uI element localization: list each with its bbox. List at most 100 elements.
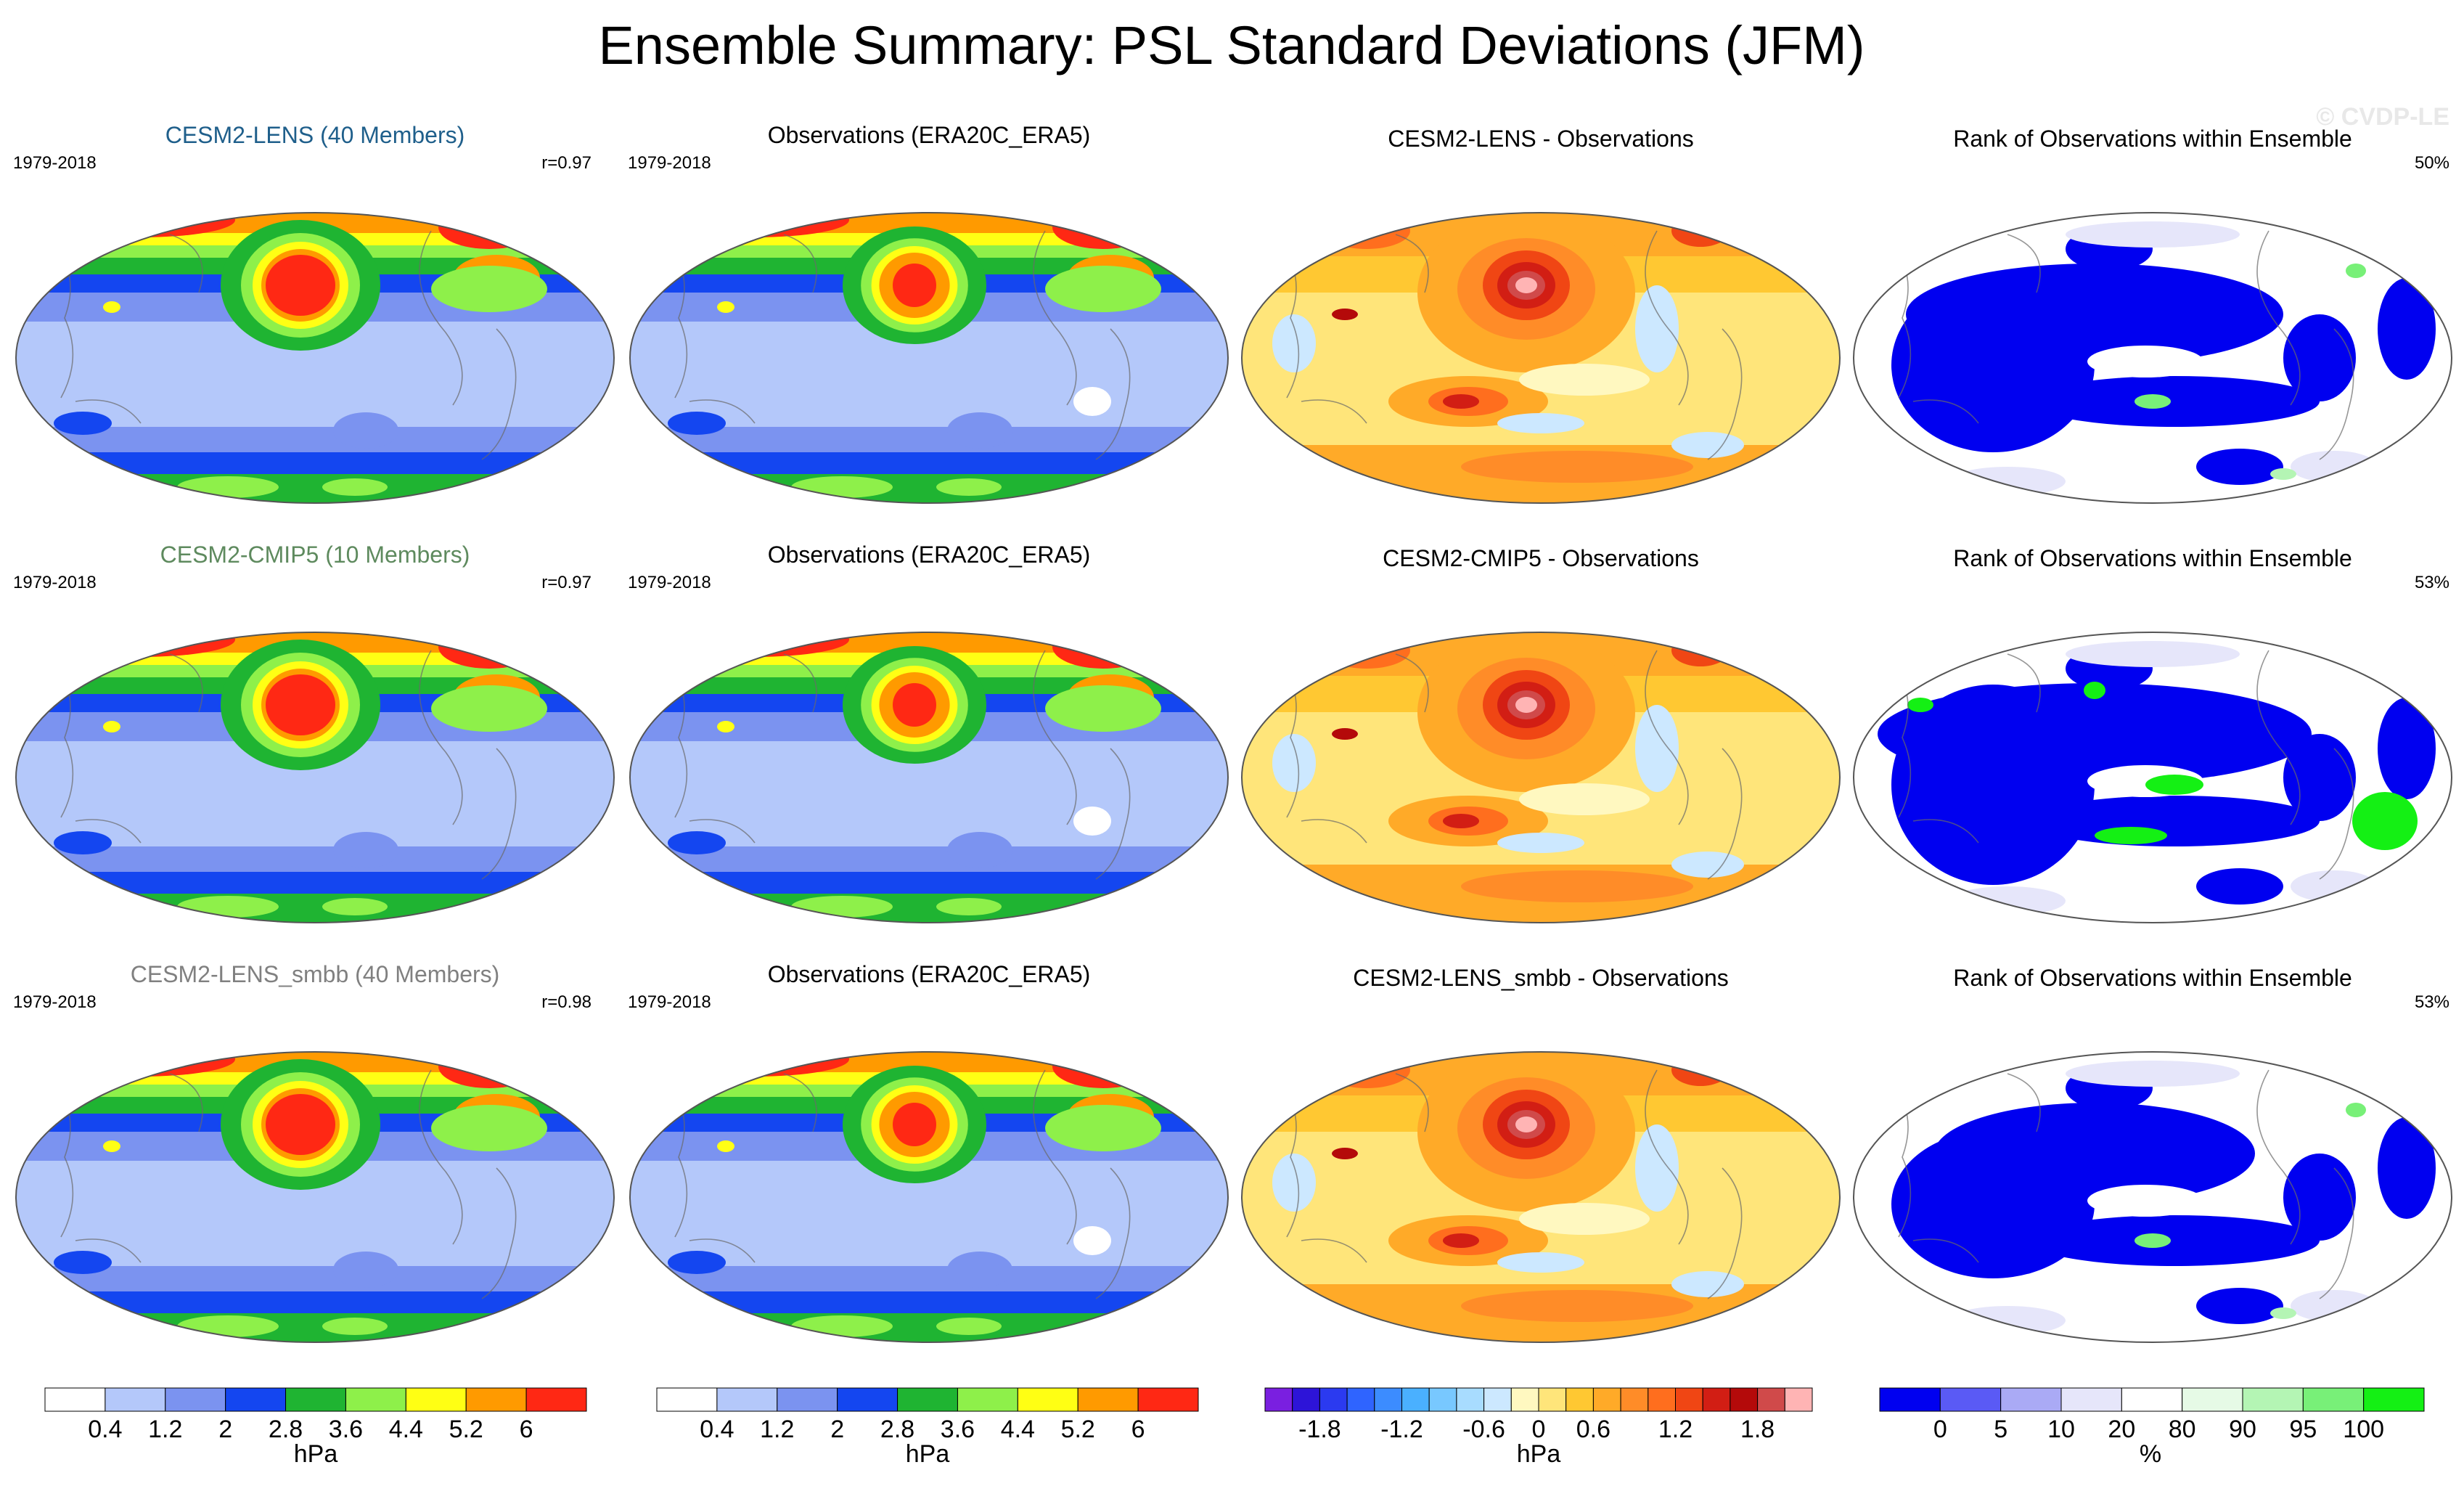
difference-title: CESM2-LENS_smbb - Observations — [1353, 965, 1729, 991]
colorbar-tick-label: 0 — [1532, 1416, 1546, 1443]
contour-band — [630, 474, 1228, 503]
colorbar-swatch — [2121, 1387, 2183, 1412]
colorbar-tick-label: 6 — [520, 1416, 533, 1443]
contour-region — [1045, 1105, 1161, 1151]
contour-region — [936, 898, 1002, 915]
map-border — [1853, 1051, 2452, 1343]
colorbar-tick-label: 95 — [2289, 1416, 2317, 1443]
coastline — [671, 650, 1131, 880]
contour-region — [1635, 705, 1679, 792]
colorbar-tick-label: 1.2 — [760, 1416, 794, 1443]
pattern-correlation: r=0.98 — [541, 992, 592, 1012]
rank-low-region — [2196, 1288, 2283, 1324]
model-period: 1979-2018 — [13, 992, 97, 1012]
rank-low-region — [1891, 278, 2095, 452]
contour-region — [322, 1318, 388, 1335]
contour-region — [54, 412, 112, 435]
rank-low-region — [2029, 1215, 2320, 1266]
rank-low-region — [2196, 449, 2283, 485]
colorbar-swatch — [2182, 1387, 2243, 1412]
contour-region — [1497, 413, 1584, 433]
rank-low-region — [2283, 734, 2356, 821]
contour-max-region — [660, 213, 849, 237]
contour-band — [630, 894, 1228, 923]
north-pacific-max — [266, 1094, 335, 1155]
rank-percent: 53% — [2415, 992, 2449, 1012]
rank-low-region — [2283, 314, 2356, 401]
colorbar-tick-label: 1.2 — [148, 1416, 182, 1443]
contour-region — [54, 831, 112, 854]
contour-region — [947, 1252, 1012, 1288]
colorbar-swatch — [1374, 1387, 1403, 1412]
contour-region — [668, 831, 726, 854]
contour-region — [791, 896, 893, 918]
contour-region — [103, 301, 120, 313]
contour-max-region — [46, 632, 235, 657]
north-pacific-max — [266, 255, 335, 316]
colorbar-swatch — [1879, 1387, 1941, 1412]
rank-high-region — [2346, 264, 2366, 278]
rank-low-region — [2029, 796, 2320, 846]
colorbar-std: 0.4 1.2 2 2.8 3.6 4.4 5.2 6 hPa — [44, 1387, 587, 1468]
colorbar-swatch — [44, 1387, 106, 1412]
contour-region — [1497, 1252, 1584, 1273]
colorbar-swatch — [1538, 1387, 1567, 1412]
contour-region — [2066, 1061, 2240, 1087]
colorbar-swatch — [1264, 1387, 1293, 1412]
rank-high-region — [2270, 1307, 2296, 1319]
colorbar-swatch — [1510, 1387, 1539, 1412]
rank-low-region — [2029, 376, 2320, 427]
colorbar-swatch — [1319, 1387, 1348, 1412]
colorbar-swatch — [225, 1387, 287, 1412]
rank-percent: 53% — [2415, 573, 2449, 592]
colorbar-tick-label: 4.4 — [1001, 1416, 1035, 1443]
contour-max-region — [46, 1052, 235, 1077]
colorbar-tick-label: 2 — [830, 1416, 844, 1443]
colorbar-tick-label: 0.6 — [1576, 1416, 1610, 1443]
contour-region — [322, 898, 388, 915]
colorbar-swatch — [405, 1387, 467, 1412]
colorbar-row: 0.4 1.2 2 2.8 3.6 4.4 5.2 6 hPa 0.4 1.2 2 2.8 3.6 4.4 5… — [44, 1387, 2425, 1468]
coastline — [1894, 230, 2354, 460]
contour-max-region — [1052, 632, 1154, 669]
colorbar-tick-label: 0.4 — [700, 1416, 734, 1443]
map-border — [1241, 632, 1841, 923]
obs-title: Observations (ERA20C_ERA5) — [768, 542, 1091, 568]
rank-low-region — [2283, 1154, 2356, 1241]
obs-std-map — [630, 1052, 1228, 1342]
colorbar-unit: hPa — [294, 1440, 338, 1468]
colorbar-tick-label: 0.4 — [88, 1416, 122, 1443]
coastline — [57, 230, 517, 460]
model-period: 1979-2018 — [13, 573, 97, 592]
contour-region — [103, 1140, 120, 1152]
coastline — [671, 230, 1131, 460]
contour-region — [54, 1251, 112, 1274]
north-pacific-max — [893, 264, 936, 307]
contour-region — [177, 1315, 279, 1337]
rank-high-region — [1907, 698, 1933, 712]
rank-low-region — [2196, 868, 2283, 905]
rank-map — [1854, 213, 2452, 503]
map-border — [629, 1051, 1229, 1343]
contour-region — [431, 266, 547, 312]
colorbar-tick-label: 5 — [1994, 1416, 2007, 1443]
contour-max-region — [660, 1052, 849, 1077]
rank-high-region — [2346, 1103, 2366, 1117]
map-border — [1241, 1051, 1841, 1343]
white-region — [1073, 387, 1111, 416]
figure-title: Ensemble Summary: PSL Standard Deviation… — [598, 15, 1865, 75]
colorbar-tick-label: 100 — [2343, 1416, 2384, 1443]
difference-max — [1515, 277, 1537, 293]
contour-region — [936, 478, 1002, 496]
colorbar-tick-label: 10 — [2047, 1416, 2075, 1443]
colorbar-swatch — [1401, 1387, 1430, 1412]
contour-region — [791, 1315, 893, 1337]
contour-region — [333, 832, 398, 868]
north-pacific-max — [893, 1103, 936, 1146]
contour-region — [1443, 814, 1479, 828]
contour-region — [1272, 734, 1316, 792]
colorbar-swatch — [345, 1387, 406, 1412]
rank-title: Rank of Observations within Ensemble — [1953, 126, 2352, 152]
colorbar-swatch — [1675, 1387, 1703, 1412]
contour-region — [1671, 1271, 1744, 1297]
